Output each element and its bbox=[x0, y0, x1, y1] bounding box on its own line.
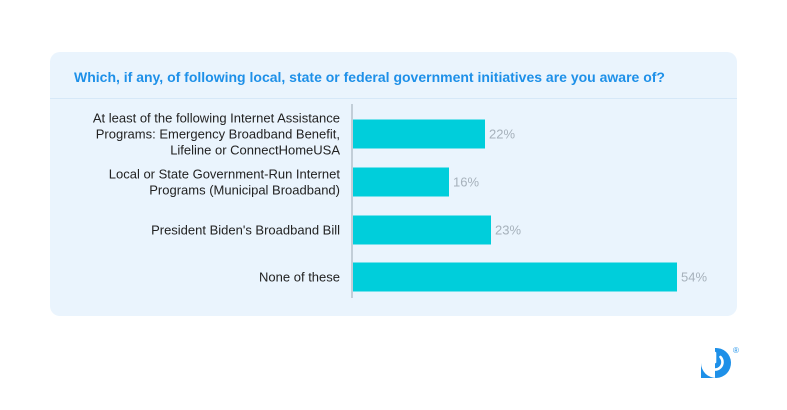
bar bbox=[353, 119, 485, 149]
chart-title: Which, if any, of following local, state… bbox=[74, 69, 665, 85]
data-label: 23% bbox=[495, 223, 521, 238]
data-label: 16% bbox=[453, 175, 479, 190]
bar bbox=[353, 262, 677, 292]
power-icon bbox=[701, 347, 731, 378]
brand-logo: ® bbox=[701, 346, 739, 378]
title-divider bbox=[50, 98, 737, 99]
data-label: 54% bbox=[681, 270, 707, 285]
registered-mark: ® bbox=[733, 346, 739, 355]
category-label: At least of the following Internet Assis… bbox=[93, 111, 340, 158]
bar bbox=[353, 167, 449, 197]
category-label: President Biden's Broadband Bill bbox=[151, 223, 340, 238]
category-label: None of these bbox=[259, 270, 340, 285]
data-label: 22% bbox=[489, 127, 515, 142]
bar bbox=[353, 215, 491, 245]
category-label: Local or State Government-Run Internet Pr… bbox=[109, 167, 341, 198]
